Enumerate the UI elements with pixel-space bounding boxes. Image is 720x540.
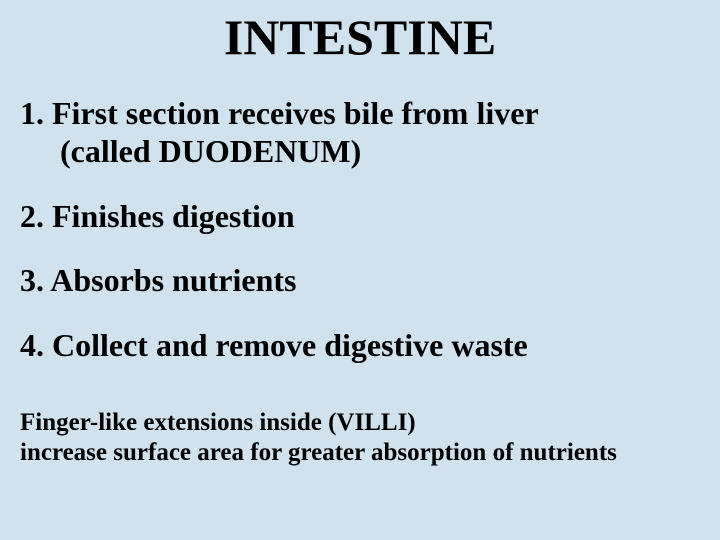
footer-line1: Finger-like extensions inside (VILLI): [20, 408, 700, 438]
list-item-2: 2. Finishes digestion: [20, 197, 700, 235]
footer-line2: increase surface area for greater absorp…: [20, 438, 700, 468]
list-item-3: 3. Absorbs nutrients: [20, 261, 700, 299]
list-item-4: 4. Collect and remove digestive waste: [20, 326, 700, 364]
slide-title: INTESTINE: [20, 8, 700, 66]
list-item-1-line2: (called DUODENUM): [20, 132, 700, 170]
list-item-1: 1. First section receives bile from live…: [20, 94, 700, 171]
list-item-1-line1: 1. First section receives bile from live…: [20, 94, 700, 132]
footer-note: Finger-like extensions inside (VILLI) in…: [20, 408, 700, 468]
